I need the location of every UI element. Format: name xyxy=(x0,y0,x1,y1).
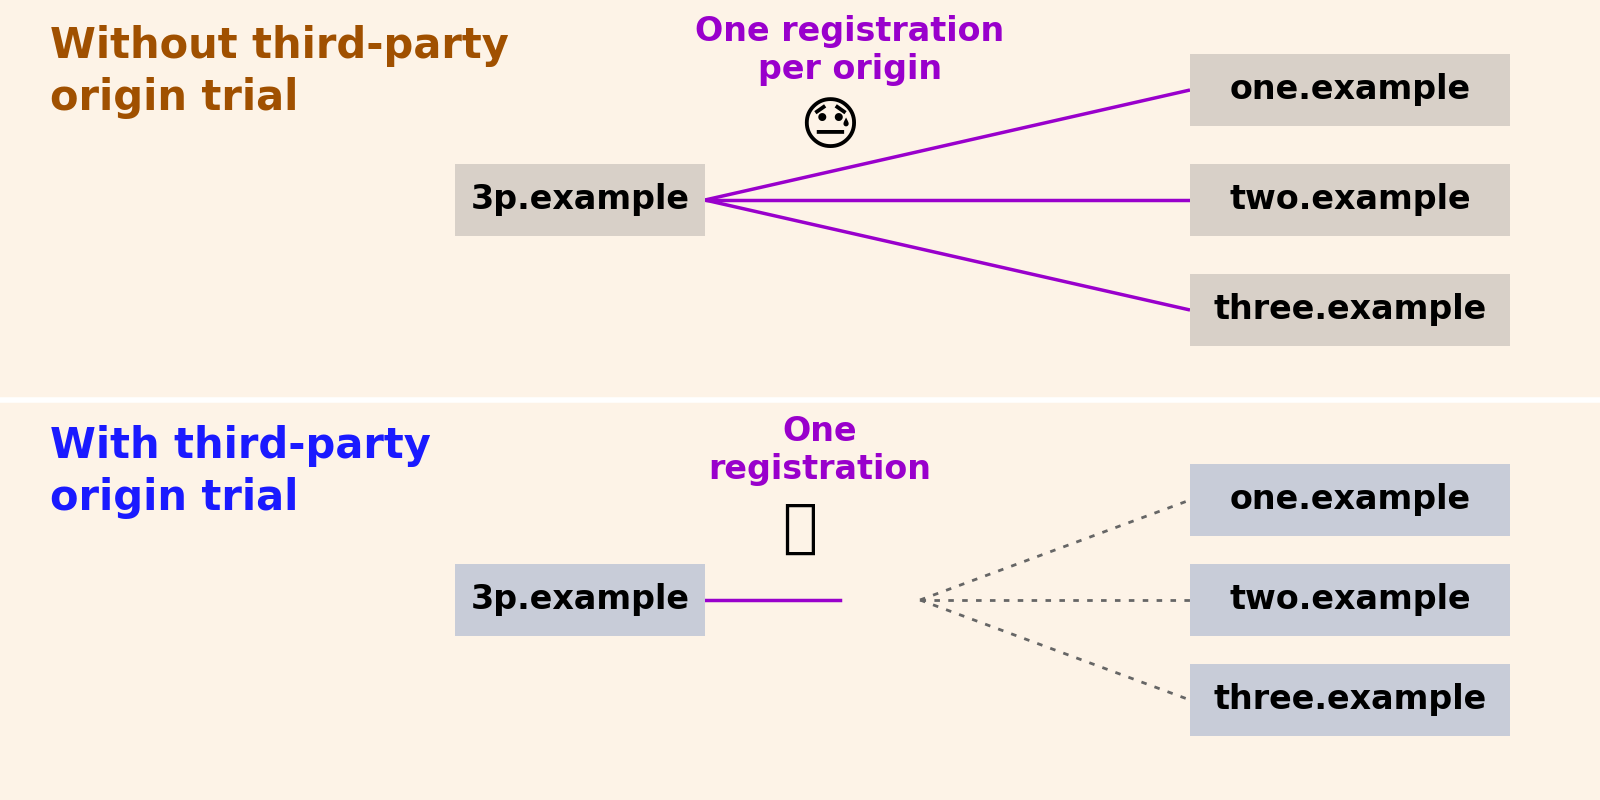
FancyBboxPatch shape xyxy=(1190,464,1510,536)
Text: Without third-party
origin trial: Without third-party origin trial xyxy=(50,25,509,119)
Text: 3p.example: 3p.example xyxy=(470,183,690,217)
Text: three.example: three.example xyxy=(1213,683,1486,717)
Text: two.example: two.example xyxy=(1229,183,1470,217)
FancyBboxPatch shape xyxy=(1190,164,1510,236)
Text: 3p.example: 3p.example xyxy=(470,583,690,617)
Text: two.example: two.example xyxy=(1229,583,1470,617)
FancyBboxPatch shape xyxy=(1190,274,1510,346)
Text: One
registration: One registration xyxy=(709,415,931,486)
FancyBboxPatch shape xyxy=(454,564,706,636)
Text: With third-party
origin trial: With third-party origin trial xyxy=(50,425,430,519)
Text: one.example: one.example xyxy=(1229,74,1470,106)
Text: One registration
per origin: One registration per origin xyxy=(696,15,1005,86)
Text: one.example: one.example xyxy=(1229,483,1470,517)
FancyBboxPatch shape xyxy=(454,164,706,236)
Text: 🙂: 🙂 xyxy=(782,499,818,557)
FancyBboxPatch shape xyxy=(1190,54,1510,126)
Text: 😓: 😓 xyxy=(800,99,861,157)
FancyBboxPatch shape xyxy=(1190,664,1510,736)
Text: three.example: three.example xyxy=(1213,294,1486,326)
FancyBboxPatch shape xyxy=(1190,564,1510,636)
